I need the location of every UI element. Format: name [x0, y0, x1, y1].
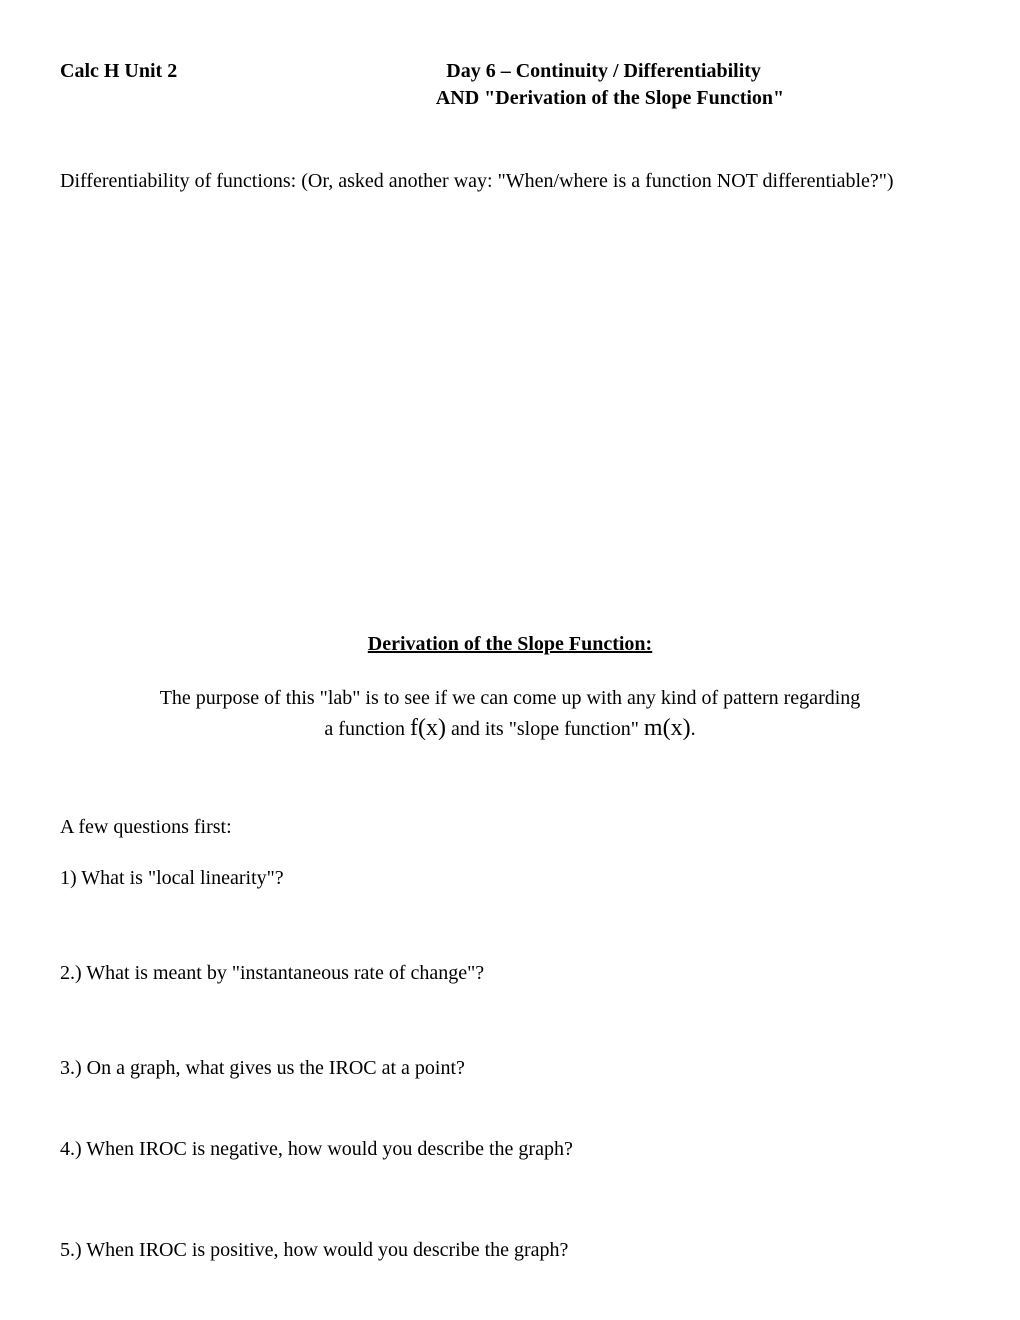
- course-unit-label: Calc H Unit 2: [60, 60, 177, 83]
- questions-intro: A few questions first:: [60, 816, 960, 839]
- purpose-line2-post: .: [691, 718, 696, 740]
- header-row: Calc H Unit 2 Day 6 – Continuity / Diffe…: [60, 60, 960, 83]
- purpose-line1: The purpose of this "lab" is to see if w…: [160, 687, 861, 709]
- differentiability-intro: Differentiability of functions: (Or, ask…: [60, 170, 960, 193]
- purpose-line2-mid: and its "slope function": [446, 718, 644, 740]
- question-2: 2.) What is meant by "instantaneous rate…: [60, 962, 960, 985]
- question-4: 4.) When IROC is negative, how would you…: [60, 1138, 960, 1161]
- question-3: 3.) On a graph, what gives us the IROC a…: [60, 1057, 960, 1080]
- purpose-text: The purpose of this "lab" is to see if w…: [60, 684, 960, 746]
- section-title: Derivation of the Slope Function:: [60, 633, 960, 656]
- question-5: 5.) When IROC is positive, how would you…: [60, 1239, 960, 1262]
- fx-notation: f(x): [410, 715, 446, 741]
- question-1: 1) What is "local linearity"?: [60, 867, 960, 890]
- day-title: Day 6 – Continuity / Differentiability: [177, 60, 960, 83]
- purpose-line2-pre: a function: [324, 718, 410, 740]
- mx-notation: m(x): [644, 715, 691, 741]
- header-subtitle: AND "Derivation of the Slope Function": [60, 87, 960, 110]
